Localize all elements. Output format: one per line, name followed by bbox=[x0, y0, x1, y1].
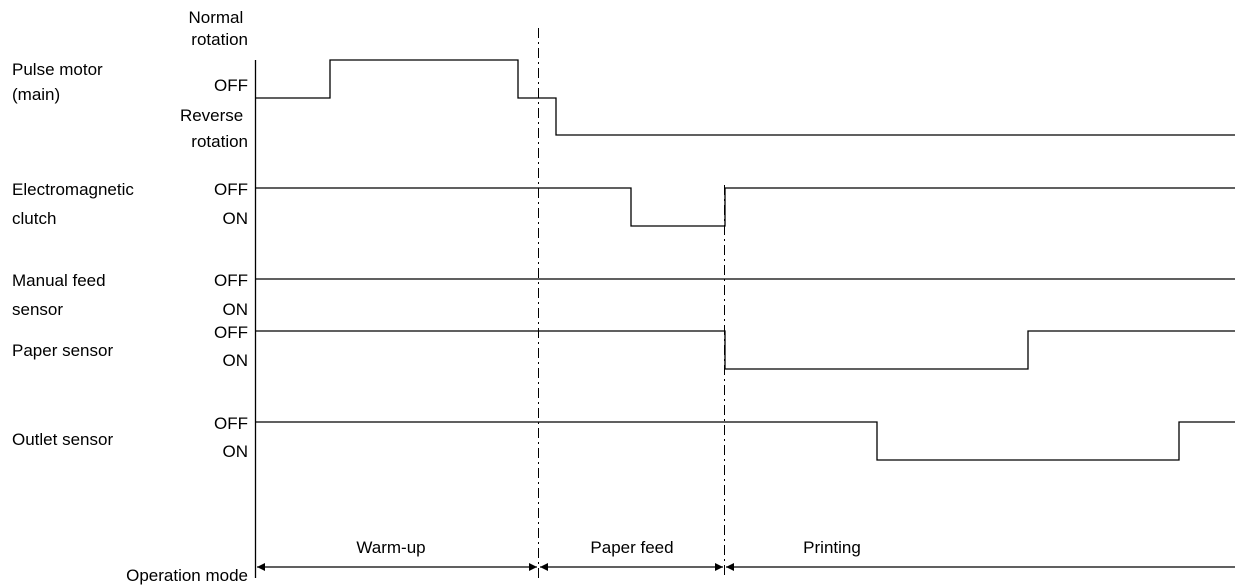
state-label-pulse-reverse: Reverse rotation bbox=[180, 106, 248, 151]
state-label-paper-off: OFF bbox=[214, 323, 248, 342]
state-label-paper-on: ON bbox=[223, 351, 249, 370]
waveform-outlet-sensor bbox=[256, 421, 1235, 461]
state-label-clutch-on: ON bbox=[223, 209, 249, 228]
phase-label-printing: Printing bbox=[803, 538, 861, 557]
signal-name-manual-feed-sensor: Manual feed sensor bbox=[12, 271, 110, 319]
signal-name-outlet-sensor: Outlet sensor bbox=[12, 430, 113, 449]
phase-label-warmup: Warm-up bbox=[356, 538, 425, 557]
waveform-electromagnetic-clutch bbox=[256, 187, 1235, 227]
state-label-manual-on: ON bbox=[223, 300, 249, 319]
waveform-pulse-motor bbox=[256, 59, 1235, 136]
state-label-clutch-off: OFF bbox=[214, 180, 248, 199]
state-label-pulse-off: OFF bbox=[214, 76, 248, 95]
signal-name-paper-sensor: Paper sensor bbox=[12, 341, 113, 360]
state-label-outlet-on: ON bbox=[223, 442, 249, 461]
state-label-manual-off: OFF bbox=[214, 271, 248, 290]
signal-name-electromagnetic-clutch: Electromagnetic clutch bbox=[12, 180, 139, 228]
operation-mode-label: Operation mode bbox=[126, 566, 248, 585]
state-label-pulse-normal: Normal rotation bbox=[188, 8, 248, 49]
phase-label-paper-feed: Paper feed bbox=[590, 538, 673, 557]
state-label-outlet-off: OFF bbox=[214, 414, 248, 433]
waveform-paper-sensor bbox=[256, 330, 1235, 370]
signal-name-pulse-motor: Pulse motor (main) bbox=[12, 60, 107, 104]
